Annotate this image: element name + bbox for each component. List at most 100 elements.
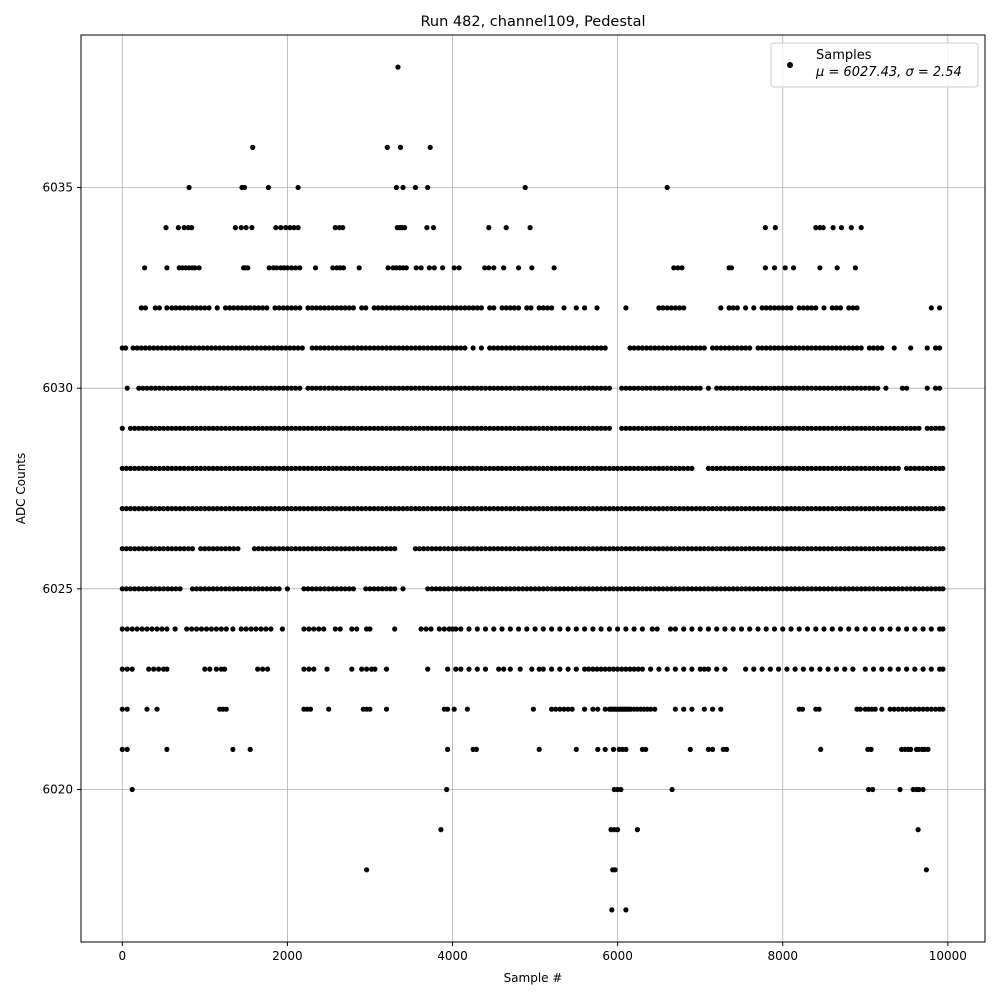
- data-point: [660, 506, 666, 512]
- data-point: [177, 465, 183, 471]
- data-point: [196, 345, 202, 351]
- data-point: [615, 586, 621, 592]
- data-point: [693, 345, 699, 351]
- data-point: [156, 425, 162, 431]
- data-point: [309, 385, 315, 391]
- data-point: [247, 506, 253, 512]
- data-point: [202, 425, 208, 431]
- data-point: [561, 305, 567, 311]
- data-point: [833, 666, 840, 672]
- data-point: [561, 586, 567, 592]
- data-point: [763, 385, 769, 391]
- data-point: [316, 626, 322, 632]
- data-point: [454, 425, 460, 431]
- data-point: [140, 586, 146, 592]
- data-point: [134, 345, 140, 351]
- data-point: [338, 506, 344, 512]
- data-point: [388, 465, 394, 471]
- data-point: [899, 706, 906, 712]
- data-point: [326, 706, 332, 712]
- data-point: [297, 546, 303, 552]
- data-point: [396, 465, 402, 471]
- data-point: [743, 586, 749, 592]
- data-point: [577, 586, 584, 592]
- data-point: [412, 425, 418, 431]
- data-point: [701, 506, 707, 512]
- data-point: [553, 706, 559, 712]
- data-point: [829, 305, 835, 311]
- data-point: [821, 506, 827, 512]
- data-point: [870, 425, 877, 431]
- data-point: [516, 385, 522, 391]
- data-point: [718, 506, 724, 512]
- data-point: [132, 586, 138, 592]
- data-point: [755, 546, 761, 552]
- data-point: [433, 425, 439, 431]
- data-point: [887, 506, 893, 512]
- data-point: [672, 546, 679, 552]
- data-point: [762, 225, 769, 231]
- data-point: [916, 586, 922, 592]
- data-point: [159, 345, 165, 351]
- data-point: [705, 666, 712, 672]
- data-point: [675, 265, 681, 271]
- data-point: [582, 465, 588, 471]
- data-point: [825, 586, 831, 592]
- data-point: [796, 425, 802, 431]
- data-point: [134, 626, 140, 632]
- data-point: [392, 465, 398, 471]
- data-point: [940, 425, 946, 431]
- data-point: [330, 465, 336, 471]
- data-point: [565, 706, 571, 712]
- data-point: [284, 506, 290, 512]
- data-point: [870, 786, 876, 793]
- data-point: [606, 546, 613, 552]
- data-point: [221, 345, 227, 351]
- data-point: [598, 465, 604, 471]
- data-point: [705, 546, 712, 552]
- data-point: [264, 586, 270, 592]
- data-point: [218, 425, 224, 431]
- data-point: [912, 666, 918, 672]
- data-point: [491, 305, 497, 311]
- data-point: [466, 666, 472, 672]
- data-point: [573, 546, 579, 552]
- data-point: [478, 465, 484, 471]
- data-point: [743, 465, 749, 471]
- data-point: [800, 546, 807, 552]
- data-point: [772, 225, 778, 231]
- data-point: [283, 225, 289, 231]
- data-point: [932, 465, 939, 471]
- data-point: [433, 546, 439, 552]
- data-point: [163, 225, 169, 231]
- data-point: [311, 666, 317, 672]
- data-point: [590, 345, 596, 351]
- data-point: [544, 425, 551, 431]
- data-point: [175, 225, 181, 231]
- data-point: [189, 626, 195, 632]
- data-point: [227, 546, 233, 552]
- data-point: [908, 425, 914, 431]
- data-point: [248, 626, 254, 632]
- data-point: [656, 305, 662, 311]
- data-point: [520, 586, 526, 592]
- data-point: [334, 546, 340, 552]
- data-point: [214, 385, 220, 391]
- data-point: [755, 385, 761, 391]
- data-point: [309, 546, 315, 552]
- data-point: [482, 626, 489, 632]
- data-point: [594, 586, 600, 592]
- data-point: [687, 746, 693, 753]
- data-point: [664, 586, 670, 592]
- data-point: [171, 345, 177, 351]
- data-point: [371, 425, 377, 431]
- data-point: [788, 385, 794, 391]
- data-point: [676, 586, 683, 592]
- data-point: [635, 666, 641, 672]
- data-point: [610, 546, 617, 552]
- data-point: [924, 586, 930, 592]
- data-point: [796, 626, 802, 632]
- data-point: [470, 385, 476, 391]
- data-point: [776, 506, 782, 512]
- data-point: [119, 465, 125, 471]
